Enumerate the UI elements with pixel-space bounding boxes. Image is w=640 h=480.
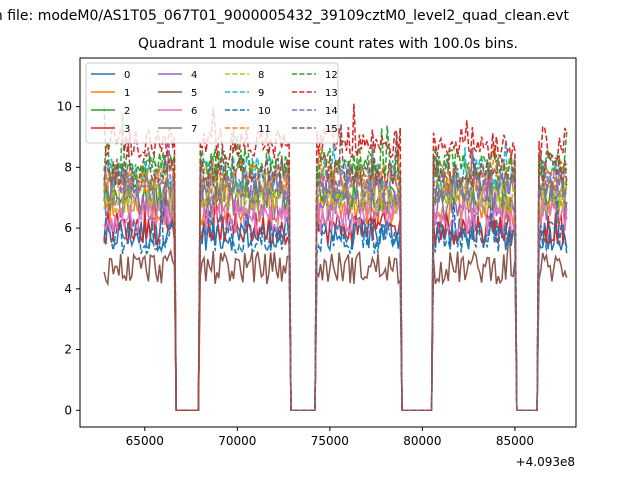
legend-label-10: 10: [258, 106, 271, 117]
plot-frame: [79, 57, 577, 428]
x-tick-label: 80000: [403, 434, 441, 448]
series-line-13: [103, 103, 568, 412]
legend-label-5: 5: [191, 88, 197, 99]
series-line-5: [103, 229, 568, 412]
legend-label-9: 9: [258, 88, 264, 99]
legend-label-13: 13: [325, 88, 338, 99]
legend-label-12: 12: [325, 70, 338, 81]
x-tick-label: 85000: [496, 434, 534, 448]
x-tick-label: 65000: [126, 434, 164, 448]
y-tick-label: 8: [64, 160, 72, 174]
y-tick-label: 10: [57, 100, 72, 114]
legend-label-8: 8: [258, 70, 264, 81]
series-line-0: [103, 214, 568, 412]
legend-label-0: 0: [124, 70, 130, 81]
legend-label-14: 14: [325, 106, 338, 117]
y-axis: 0 2 4 6 8 10: [57, 100, 80, 417]
legend-box: [85, 62, 339, 144]
x-offset-label: +4.093e8: [516, 455, 575, 469]
plot-lines: [103, 103, 568, 412]
legend-label-11: 11: [258, 124, 271, 135]
legend-label-7: 7: [191, 124, 197, 135]
y-tick-label: 6: [64, 221, 72, 235]
y-tick-label: 2: [64, 343, 72, 357]
y-tick-label: 4: [64, 282, 72, 296]
x-tick-label: 70000: [218, 434, 256, 448]
legend-label-4: 4: [191, 70, 197, 81]
legend-label-3: 3: [124, 124, 130, 135]
legend-label-1: 1: [124, 88, 130, 99]
legend-label-6: 6: [191, 106, 197, 117]
series-line-15: [103, 123, 568, 412]
x-tick-label: 75000: [311, 434, 349, 448]
x-axis: 65000 70000 75000 80000 85000: [126, 427, 534, 448]
y-tick-label: 0: [64, 403, 72, 417]
legend-label-15: 15: [325, 124, 338, 135]
legend-label-2: 2: [124, 106, 130, 117]
chart-title: Quadrant 1 module wise count rates with …: [138, 36, 518, 52]
